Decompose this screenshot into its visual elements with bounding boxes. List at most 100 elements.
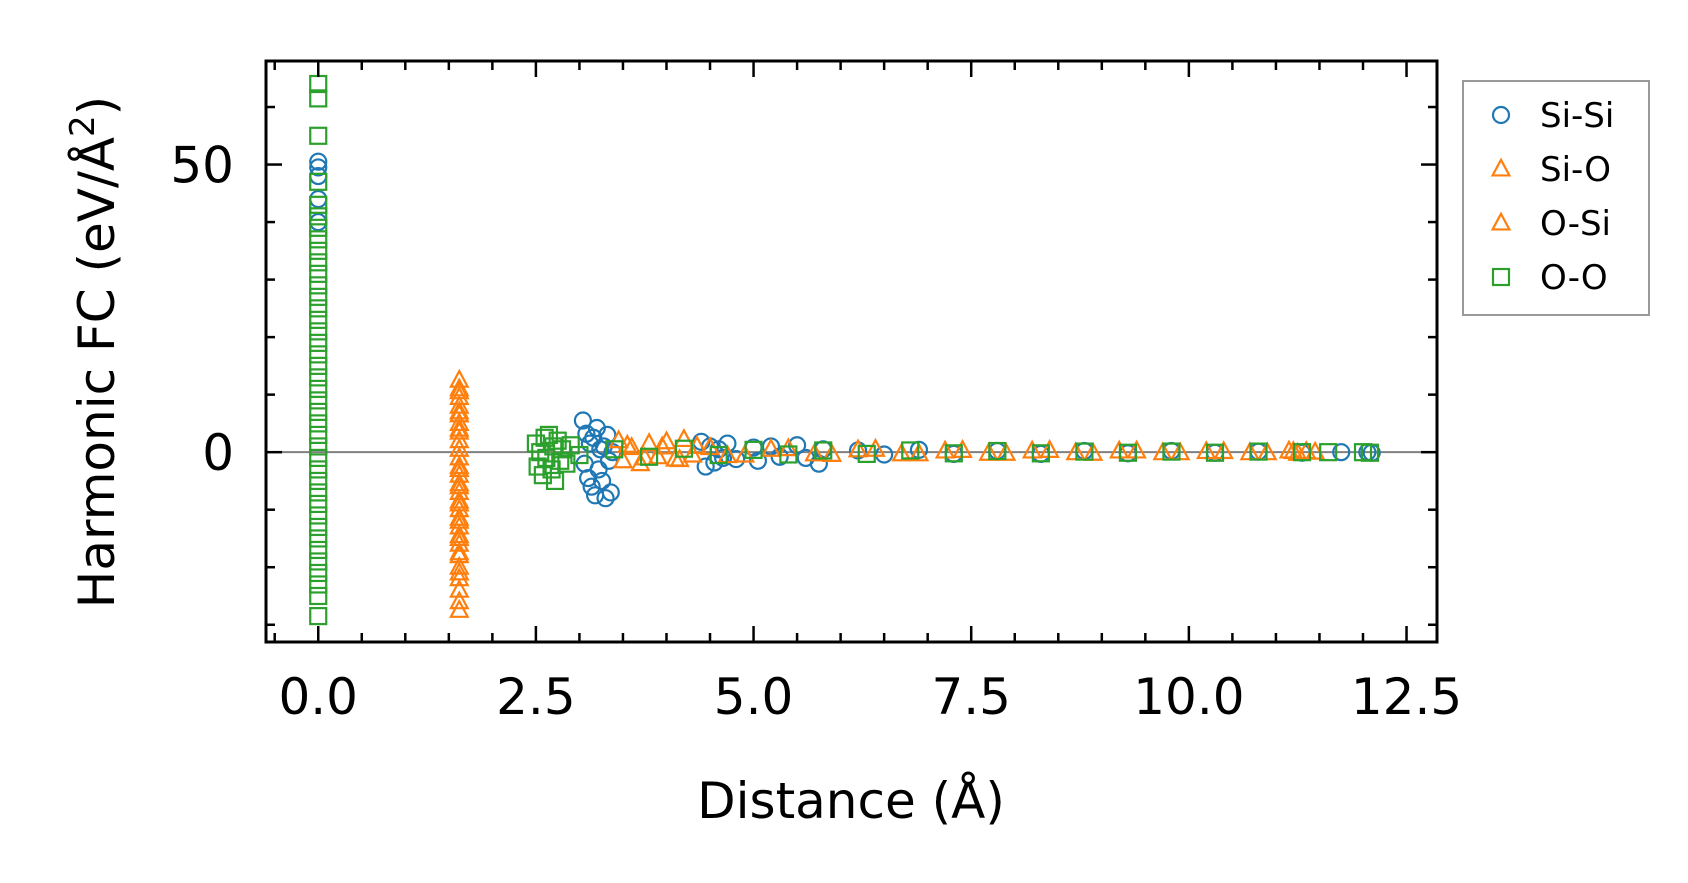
data-point: [449, 561, 470, 581]
x-tick-label: 12.5: [1351, 668, 1462, 726]
data-point: [570, 445, 589, 465]
legend-marker: [1490, 157, 1512, 177]
data-point: [582, 477, 601, 496]
data-point: [908, 442, 930, 462]
legend-entry: Si-Si: [1491, 96, 1614, 136]
data-point: [744, 440, 763, 459]
y-axis-title-superscript: 2: [63, 115, 103, 137]
data-point: [309, 218, 328, 237]
data-point: [449, 567, 470, 587]
y-axis-title-close: ): [68, 96, 126, 116]
data-point: [673, 427, 695, 448]
data-point: [309, 425, 328, 445]
data-point: [309, 379, 328, 398]
x-tick-label: 5.0: [714, 668, 794, 726]
data-point: [1031, 444, 1050, 463]
data-point: [638, 432, 660, 452]
data-point: [760, 437, 782, 457]
data-point: [309, 540, 328, 560]
data-point: [309, 483, 328, 502]
data-point: [449, 590, 470, 610]
data-point: [605, 440, 624, 459]
y-tick-label: 0: [202, 424, 234, 482]
data-point: [449, 417, 470, 437]
series-o-o: [309, 74, 1380, 626]
data-point: [709, 445, 728, 465]
data-point: [449, 380, 470, 400]
data-point: [309, 448, 328, 468]
data-point: [309, 158, 328, 177]
data-point: [857, 444, 876, 463]
legend-marker: [1491, 267, 1511, 287]
data-point: [1205, 443, 1225, 462]
data-point: [309, 414, 328, 433]
y-tick-label: 50: [170, 137, 234, 195]
data-point: [309, 437, 328, 456]
data-point: [309, 460, 328, 479]
data-point: [309, 89, 328, 108]
axis-ticks: [266, 61, 1437, 642]
data-point: [309, 586, 328, 606]
data-point: [545, 471, 565, 491]
data-point: [309, 506, 328, 525]
data-point: [309, 345, 328, 364]
data-point: [309, 230, 328, 249]
data-point: [309, 152, 328, 171]
data-point: [630, 452, 651, 472]
data-point: [592, 471, 612, 491]
data-point: [309, 310, 328, 329]
data-point: [1075, 442, 1094, 461]
data-point: [309, 333, 328, 352]
data-point: [309, 517, 328, 537]
data-point: [779, 445, 798, 464]
data-point: [449, 555, 470, 575]
data-points: [309, 74, 1381, 626]
data-point: [309, 402, 328, 422]
data-point: [656, 430, 677, 450]
data-point: [1118, 443, 1138, 462]
legend-entry: O-Si: [1490, 204, 1611, 244]
x-tick-label: 2.5: [496, 668, 576, 726]
legend-label: O-O: [1540, 258, 1608, 298]
data-point: [309, 287, 328, 306]
data-point: [988, 441, 1007, 461]
data-point: [309, 126, 328, 145]
data-point: [891, 442, 912, 462]
plot-frame: [264, 59, 1439, 644]
data-point: [309, 207, 328, 226]
data-point: [1319, 443, 1338, 462]
data-point: [309, 391, 328, 410]
data-point: [944, 444, 963, 463]
x-tick-label: 10.0: [1133, 668, 1244, 726]
data-point: [734, 443, 756, 463]
legend: Si-Si Si-O O-Si O-O: [1462, 80, 1650, 316]
data-point: [309, 241, 328, 260]
legend-entry: O-O: [1491, 258, 1608, 298]
data-point: [309, 563, 328, 583]
data-point: [309, 299, 328, 318]
data-point: [449, 578, 470, 598]
data-point: [1292, 443, 1312, 462]
data-point: [449, 532, 470, 552]
x-tick-labels: 0.0 2.5 5.0 7.5 10.0 12.5: [278, 668, 1462, 726]
legend-label: Si-O: [1540, 150, 1611, 190]
data-point: [309, 276, 328, 295]
data-point: [551, 451, 570, 470]
data-point: [309, 322, 328, 341]
data-point: [621, 436, 642, 456]
data-point: [1332, 443, 1351, 462]
data-point: [309, 356, 328, 375]
data-point: [309, 264, 328, 283]
data-point: [601, 483, 620, 502]
data-point: [309, 607, 328, 626]
legend-entry: Si-O: [1490, 150, 1611, 190]
data-point: [639, 447, 659, 466]
data-point: [449, 598, 470, 618]
data-point: [669, 448, 690, 468]
data-point: [696, 457, 715, 476]
data-point: [821, 442, 843, 463]
data-point: [651, 435, 673, 455]
y-tick-labels: 0 50: [170, 137, 234, 483]
